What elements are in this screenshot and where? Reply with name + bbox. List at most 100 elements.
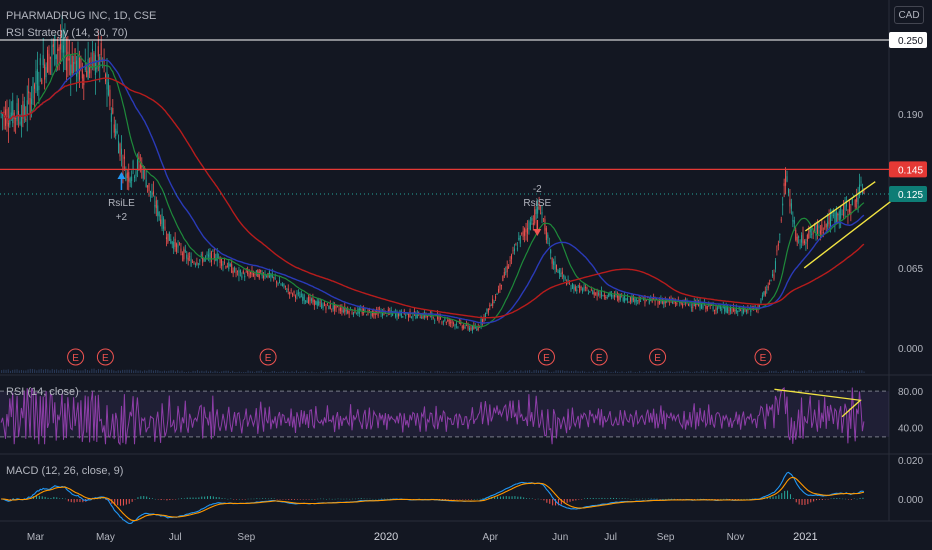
macd-hist-bar	[311, 498, 313, 500]
candle-body	[199, 259, 201, 262]
candle-body	[803, 240, 805, 244]
macd-histogram	[1, 490, 864, 506]
candle-body	[119, 143, 121, 157]
candle-body	[187, 257, 189, 261]
macd-hist-bar	[76, 499, 78, 502]
candles	[0, 15, 865, 334]
volume-bar	[689, 372, 691, 373]
macd-hist-bar	[67, 499, 69, 502]
candle-body	[758, 304, 760, 307]
volume-bar	[58, 370, 60, 373]
macd-hist-bar	[720, 498, 722, 500]
volume-bar	[590, 372, 592, 373]
volume-bar	[190, 372, 192, 373]
macd-hist-bar	[502, 496, 504, 499]
volume-bar	[676, 371, 678, 373]
candle-body	[544, 219, 546, 231]
candle-body	[737, 310, 739, 313]
macd-hist-bar	[73, 499, 75, 503]
candle-body	[840, 207, 842, 219]
channel-bottom-line	[803, 193, 901, 269]
candle-body	[463, 325, 465, 329]
macd-hist-bar	[688, 498, 690, 500]
volume-bar	[128, 369, 130, 373]
volume-bar	[625, 371, 627, 373]
volume-bar	[124, 369, 126, 373]
candle-body	[96, 66, 98, 70]
volume-bar	[322, 371, 324, 373]
volume-bar	[75, 370, 77, 373]
candle-body	[248, 273, 250, 277]
candle-body	[802, 233, 804, 244]
macd-hist-bar	[308, 499, 310, 500]
volume-bar	[146, 370, 148, 373]
volume-bar	[496, 370, 498, 373]
macd-hist-bar	[337, 498, 339, 500]
volume-bar	[599, 370, 601, 373]
candle-body	[222, 263, 224, 266]
volume-bar	[566, 370, 568, 373]
candle-body	[848, 201, 850, 212]
macd-hist-bar	[360, 498, 362, 499]
macd-hist-bar	[743, 498, 745, 500]
candle-body	[294, 295, 296, 298]
candle-body	[25, 118, 27, 120]
volume-bar	[815, 371, 817, 373]
candle-body	[558, 270, 560, 274]
macd-hist-bar	[343, 498, 345, 500]
macd-hist-bar	[482, 498, 484, 499]
macd-hist-bar	[697, 498, 699, 500]
candle-body	[598, 293, 600, 295]
candle-body	[467, 325, 469, 329]
earnings-marker	[537, 348, 555, 366]
macd-hist-bar	[642, 498, 644, 500]
candle-body	[351, 312, 353, 314]
candle-body	[328, 305, 330, 310]
candle-body	[374, 312, 376, 316]
candle-body	[200, 254, 202, 256]
marker-label: RsiLE	[108, 198, 135, 209]
volume-bar	[859, 370, 861, 373]
volume-bar	[491, 371, 493, 373]
macd-hist-bar	[247, 498, 249, 500]
macd-hist-bar	[613, 497, 615, 499]
candle-body	[236, 270, 238, 272]
volume-bar	[229, 372, 231, 373]
volume-bar	[436, 370, 438, 373]
macd-hist-bar	[813, 499, 815, 502]
candle-body	[740, 310, 742, 312]
volume-bar	[51, 368, 53, 373]
volume-bar	[493, 372, 495, 373]
time-tick: Jul	[604, 532, 617, 543]
candle-body	[125, 174, 127, 181]
volume-bar	[863, 371, 865, 373]
candle-body	[178, 243, 180, 245]
candle-body	[608, 293, 610, 297]
volume-bar	[203, 371, 205, 373]
candle-body	[97, 46, 99, 57]
macd-hist-bar	[505, 496, 507, 499]
candle-body	[716, 307, 718, 310]
macd-hist-bar	[685, 498, 687, 500]
candle-body	[798, 236, 800, 238]
volume-bar	[403, 371, 405, 373]
volume-bar	[60, 369, 62, 373]
macd-hist-bar	[520, 496, 522, 499]
volume-bar	[183, 371, 185, 373]
macd-hist-bar	[50, 498, 52, 499]
volume-bar	[742, 372, 744, 373]
rsi-divergence-line	[774, 388, 862, 418]
volume-bar	[93, 368, 95, 373]
candle-body	[611, 293, 613, 297]
candle-body	[521, 232, 523, 234]
candle-body	[693, 301, 695, 307]
candle-body	[551, 257, 553, 264]
macd-hist-bar	[134, 499, 136, 500]
volume-bar	[632, 372, 634, 373]
currency-button[interactable]: CAD	[894, 6, 924, 24]
candle-body	[332, 305, 334, 310]
macd-hist-bar	[470, 499, 472, 500]
volume-bar	[654, 371, 656, 373]
macd-hist-bar	[44, 496, 46, 499]
